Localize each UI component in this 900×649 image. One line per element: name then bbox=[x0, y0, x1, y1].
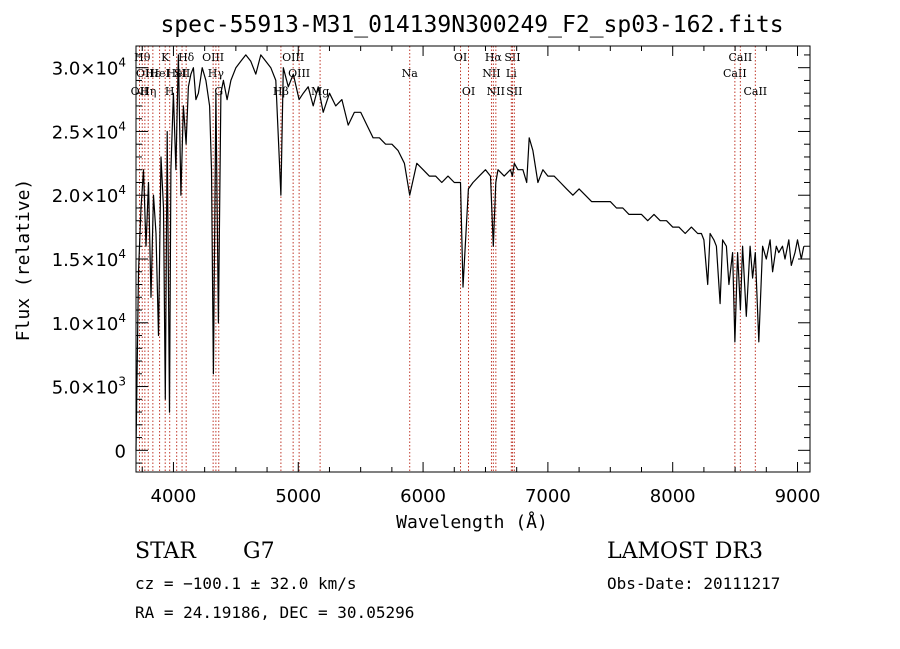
line-label-9: SII bbox=[174, 67, 190, 80]
spectrum-trace bbox=[135, 54, 805, 451]
line-label-11: OIII bbox=[202, 51, 224, 64]
axes-layer: 4000 5000 6000 7000 8000 9000 0 5.0×103 1.0×104 1… bbox=[52, 45, 821, 507]
x-axis-label: Wavelength (Å) bbox=[396, 511, 548, 533]
line-label-19: OI bbox=[454, 51, 467, 64]
y-axis-label: Flux (relative) bbox=[13, 179, 34, 342]
line-label-7: H bbox=[165, 85, 175, 98]
y-tick-label: 5.0×103 bbox=[52, 375, 126, 399]
line-label-3: Hη bbox=[140, 85, 156, 98]
line-label-22: Hα bbox=[485, 51, 503, 64]
line-label-10: Hδ bbox=[178, 51, 195, 64]
y-tick-label: 1.0×104 bbox=[52, 311, 126, 335]
redshift-cz: cz = −100.1 ± 32.0 km/s bbox=[135, 574, 357, 593]
x-tick-label: 7000 bbox=[525, 486, 571, 507]
line-label-23: NII bbox=[487, 85, 505, 98]
line-label-6: K bbox=[161, 51, 170, 64]
line-label-29: CaII bbox=[743, 85, 767, 98]
line-label-2: OII bbox=[136, 67, 154, 80]
line-label-1: Hθ bbox=[134, 51, 151, 64]
line-label-20: OI bbox=[462, 85, 475, 98]
line-label-26: SII bbox=[506, 85, 522, 98]
object-class: STAR bbox=[135, 539, 196, 564]
x-tick-label: 8000 bbox=[650, 486, 696, 507]
y-tick-label: 3.0×104 bbox=[52, 56, 126, 80]
y-tick-label: 2.5×104 bbox=[52, 119, 126, 143]
line-label-4: Hε bbox=[145, 67, 161, 80]
coordinates: RA = 24.19186, DEC = 30.05296 bbox=[135, 603, 415, 622]
line-label-28: CaII bbox=[729, 51, 753, 64]
survey-name: LAMOST DR3 bbox=[607, 539, 763, 564]
x-tick-label: 9000 bbox=[775, 486, 821, 507]
line-label-8: HeI bbox=[166, 67, 186, 80]
line-label-15: OIII bbox=[282, 51, 304, 64]
x-tick-label: 4000 bbox=[151, 486, 197, 507]
line-label-21: NII bbox=[482, 67, 500, 80]
x-tick-label: 5000 bbox=[275, 486, 321, 507]
line-label-13: G bbox=[214, 85, 223, 98]
y-tick-label: 1.5×104 bbox=[52, 247, 126, 271]
y-tick-label: 2.0×104 bbox=[52, 183, 126, 207]
line-label-27: CaII bbox=[723, 67, 747, 80]
line-label-25: SII bbox=[504, 51, 520, 64]
line-label-0: OII bbox=[131, 85, 149, 98]
obs-date: Obs-Date: 20111217 bbox=[607, 574, 781, 593]
line-label-18: Na bbox=[402, 67, 419, 80]
line-label-12: Hγ bbox=[208, 67, 225, 80]
line-label-24: Li bbox=[506, 67, 517, 80]
x-tick-label: 6000 bbox=[400, 486, 446, 507]
spectrum-layer bbox=[135, 54, 805, 451]
subclass: G7 bbox=[243, 539, 275, 564]
line-label-5: HeI bbox=[149, 67, 169, 80]
line-label-14: Hβ bbox=[273, 85, 289, 98]
chart-title: spec-55913-M31_014139N300249_F2_sp03-162… bbox=[160, 12, 783, 38]
y-tick-label: 0 bbox=[115, 441, 126, 462]
